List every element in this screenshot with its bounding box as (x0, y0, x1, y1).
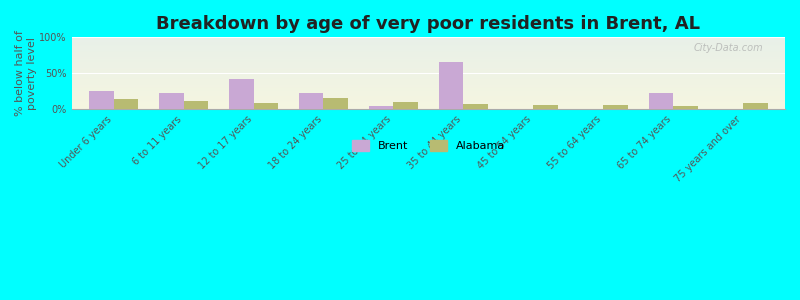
Bar (72, 54, 785, 55)
Bar (299, 93, 323, 109)
Bar (72, 55, 785, 56)
Bar (72, 87, 785, 88)
Bar (72, 100, 785, 101)
Bar (72, 65, 785, 66)
Bar (534, 105, 558, 109)
Bar (229, 79, 254, 109)
Bar (72, 37, 785, 38)
Bar (72, 70, 785, 71)
Bar (72, 59, 785, 60)
Bar (72, 66, 785, 67)
Bar (394, 102, 418, 109)
Bar (72, 105, 785, 106)
Bar (72, 104, 785, 105)
Bar (72, 53, 785, 54)
Bar (72, 98, 785, 99)
Bar (72, 48, 785, 49)
Bar (90, 91, 114, 109)
Bar (72, 91, 785, 92)
Bar (72, 95, 785, 96)
Bar (72, 101, 785, 102)
Bar (72, 69, 785, 70)
Bar (72, 45, 785, 46)
Bar (72, 96, 785, 97)
Bar (439, 62, 463, 109)
Bar (184, 100, 208, 109)
Bar (463, 104, 488, 109)
Text: City-Data.com: City-Data.com (694, 43, 764, 53)
Bar (72, 57, 785, 58)
Title: Breakdown by age of very poor residents in Brent, AL: Breakdown by age of very poor residents … (156, 15, 700, 33)
Bar (72, 49, 785, 50)
Bar (603, 105, 628, 109)
Bar (72, 92, 785, 93)
Bar (72, 75, 785, 76)
Bar (72, 58, 785, 59)
Bar (72, 102, 785, 103)
Bar (72, 94, 785, 95)
Legend: Brent, Alabama: Brent, Alabama (347, 135, 510, 155)
Bar (743, 103, 767, 109)
Bar (649, 93, 673, 109)
Bar (72, 99, 785, 100)
Bar (72, 89, 785, 90)
Bar (369, 106, 394, 109)
Bar (323, 98, 348, 109)
Bar (72, 60, 785, 61)
Bar (72, 90, 785, 91)
Bar (72, 85, 785, 86)
Bar (72, 77, 785, 78)
Bar (72, 88, 785, 89)
Bar (72, 106, 785, 107)
Bar (72, 41, 785, 42)
Bar (72, 62, 785, 63)
Bar (72, 63, 785, 64)
Bar (72, 82, 785, 83)
Bar (72, 67, 785, 68)
Bar (72, 108, 785, 109)
Bar (72, 93, 785, 94)
Bar (72, 68, 785, 69)
Bar (72, 61, 785, 62)
Bar (72, 76, 785, 77)
Bar (72, 71, 785, 72)
Y-axis label: % below half of
poverty level: % below half of poverty level (15, 30, 37, 116)
Bar (72, 103, 785, 104)
Bar (72, 40, 785, 41)
Bar (72, 78, 785, 79)
Bar (72, 39, 785, 40)
Bar (673, 106, 698, 109)
Bar (72, 47, 785, 48)
Bar (72, 97, 785, 98)
Bar (72, 64, 785, 65)
Bar (72, 72, 785, 73)
Bar (72, 73, 785, 74)
Bar (114, 99, 138, 109)
Bar (72, 44, 785, 45)
Bar (72, 79, 785, 80)
Bar (72, 43, 785, 44)
Bar (72, 81, 785, 82)
Bar (72, 80, 785, 81)
Bar (72, 38, 785, 39)
Bar (72, 56, 785, 57)
Bar (72, 84, 785, 85)
Bar (72, 74, 785, 75)
Bar (72, 51, 785, 52)
Bar (72, 50, 785, 51)
Bar (72, 42, 785, 43)
Bar (72, 107, 785, 108)
Bar (159, 93, 184, 109)
Bar (72, 46, 785, 47)
Bar (72, 86, 785, 87)
Bar (72, 52, 785, 53)
Bar (254, 103, 278, 109)
Bar (72, 83, 785, 84)
